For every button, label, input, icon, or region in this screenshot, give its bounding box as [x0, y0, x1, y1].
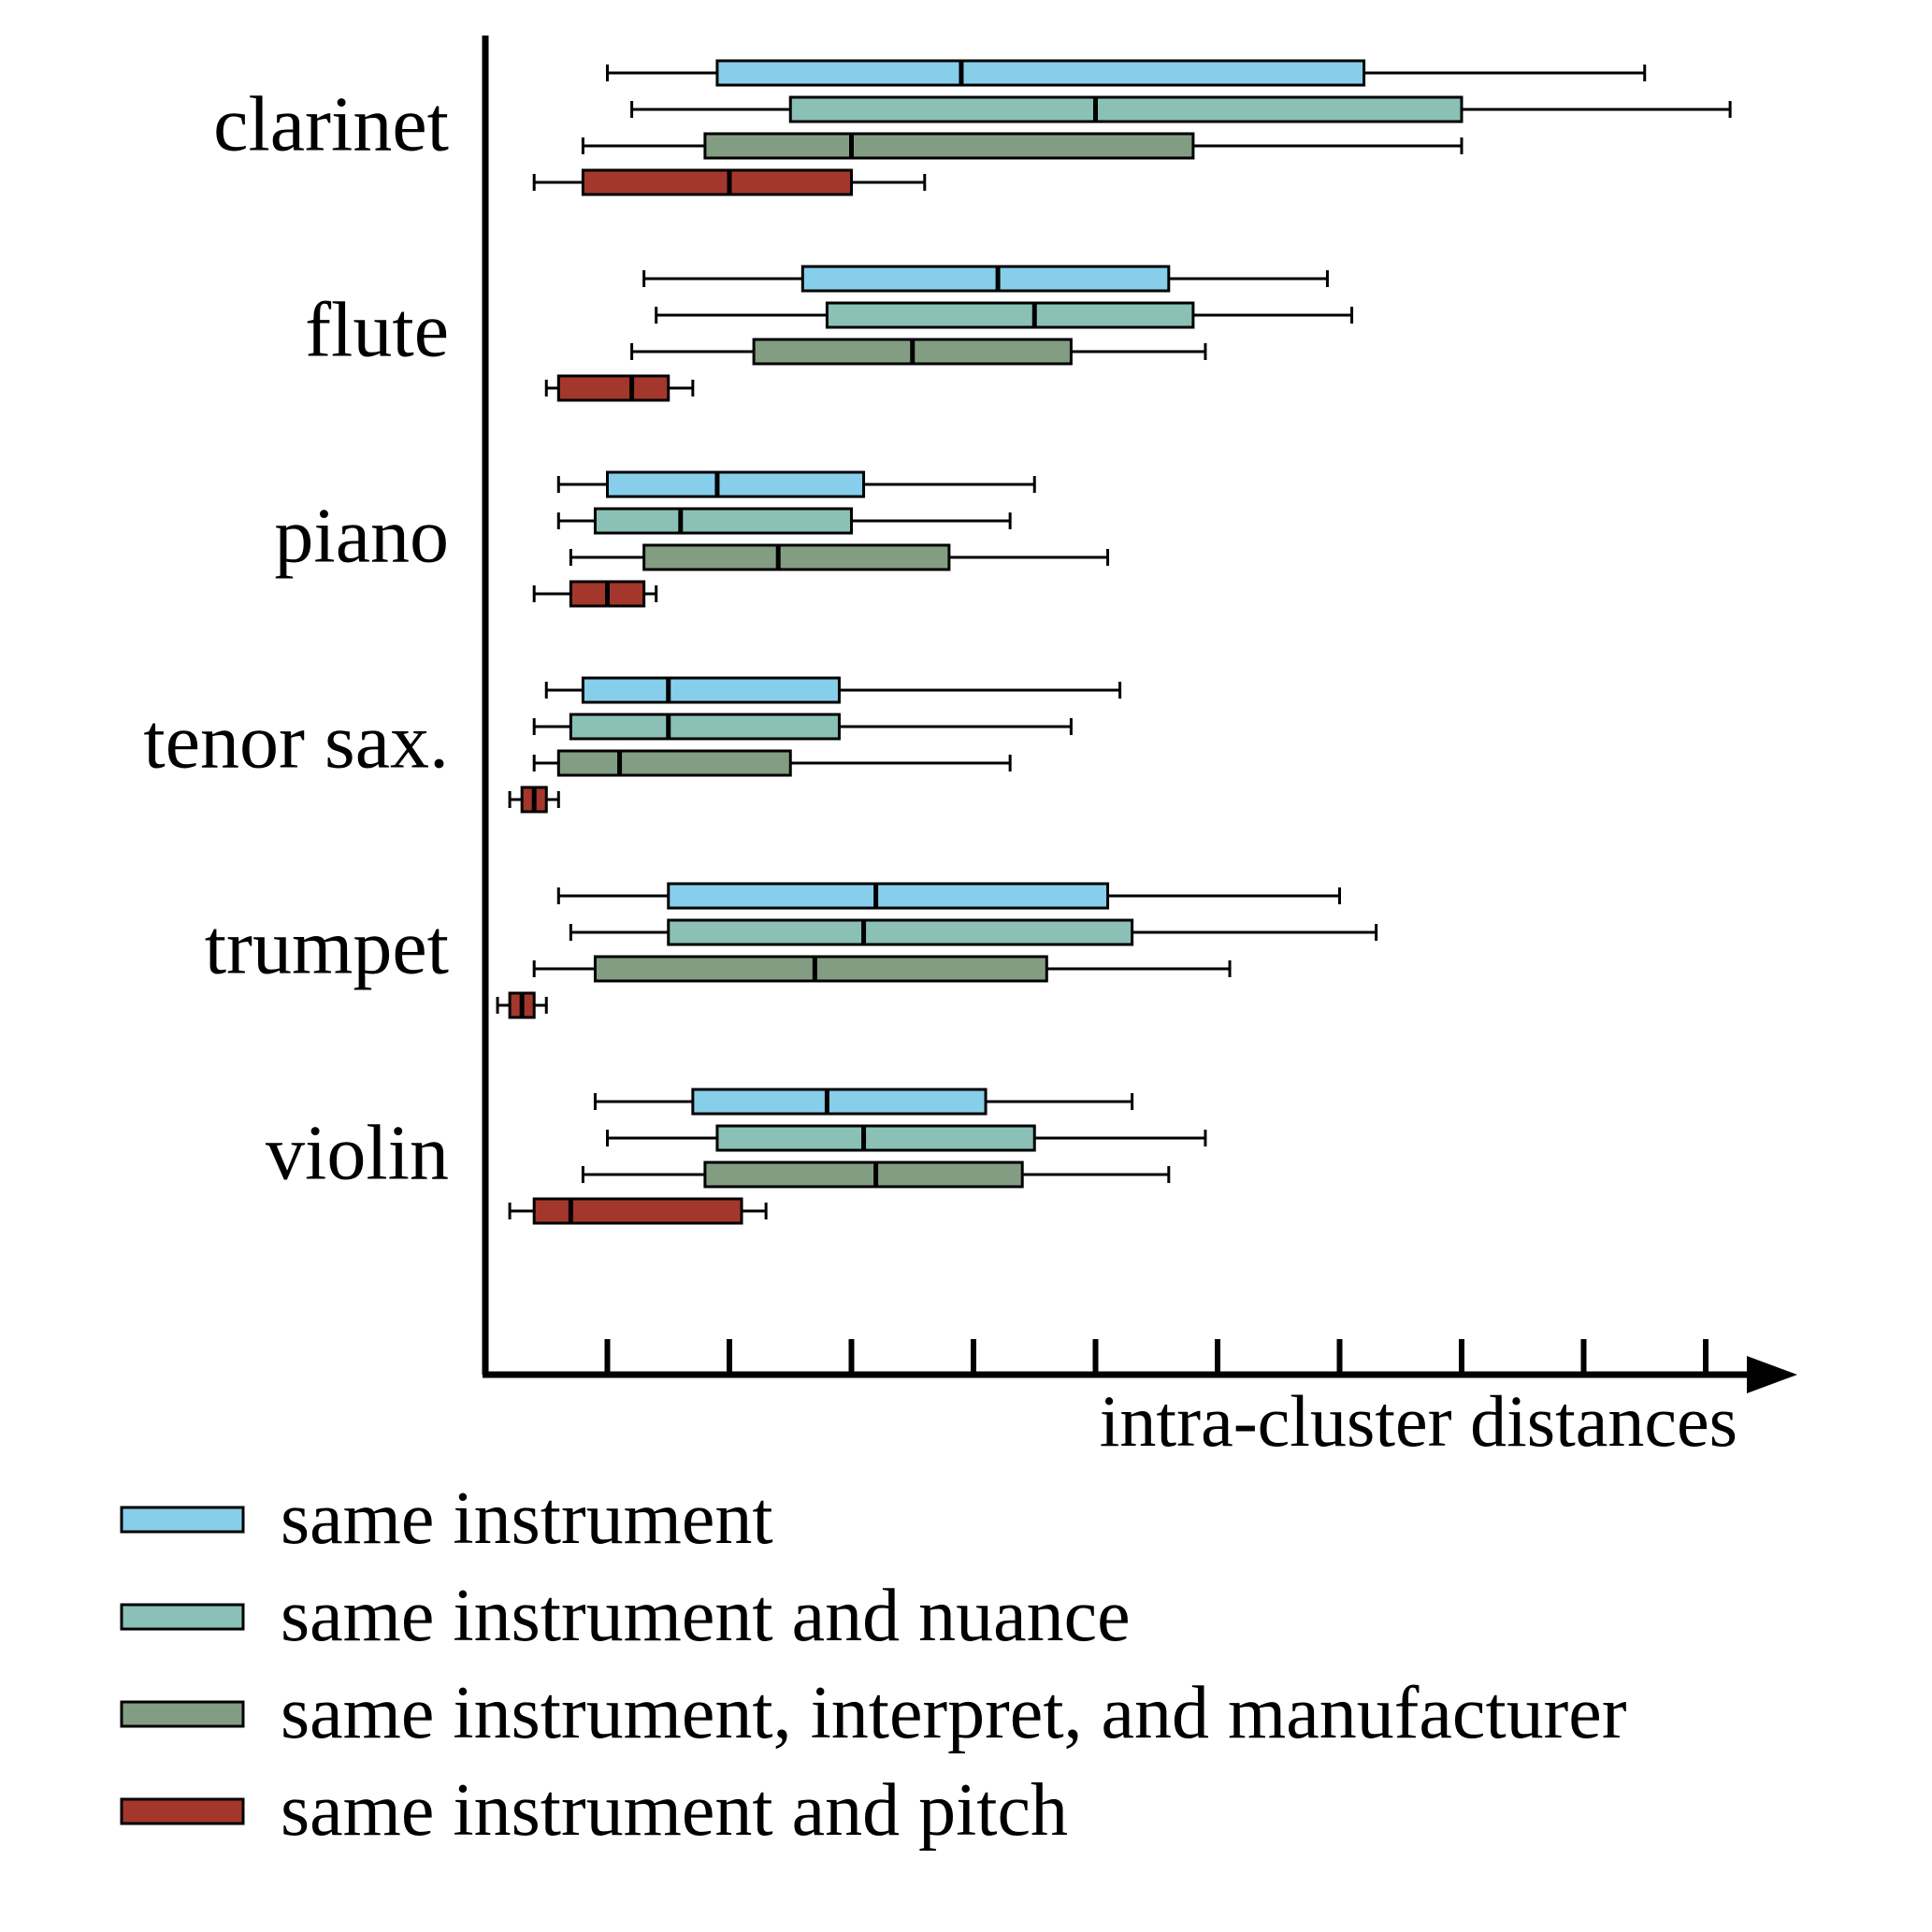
box-iqr	[606, 470, 866, 498]
box-iqr	[556, 374, 670, 402]
box-4-1	[569, 918, 1378, 946]
box-3-1	[532, 713, 1073, 741]
x-axis-arrowhead	[1747, 1356, 1797, 1393]
category-label: clarinet	[213, 81, 449, 168]
legend-swatch	[120, 1506, 245, 1534]
box-2-2	[569, 543, 1110, 571]
box-iqr	[593, 955, 1048, 983]
category-label: piano	[274, 493, 449, 580]
box-3-2	[532, 749, 1012, 777]
box-iqr	[593, 507, 853, 535]
box-2-0	[556, 470, 1036, 498]
legend-swatch	[120, 1700, 245, 1728]
box-iqr	[569, 713, 841, 741]
box-1-0	[642, 265, 1329, 293]
plot-area	[496, 59, 1732, 1225]
box-iqr	[581, 676, 841, 704]
box-3-3	[508, 786, 560, 814]
box-iqr	[703, 1161, 1024, 1189]
category-label: flute	[305, 287, 449, 374]
legend-label: same instrument and pitch	[281, 1769, 1068, 1852]
x-axis-label: intra-cluster distances	[1100, 1380, 1737, 1462]
x-axis-ticks	[604, 1339, 1709, 1375]
box-1-3	[544, 374, 695, 402]
box-4-3	[496, 991, 548, 1019]
legend-swatch	[120, 1797, 245, 1825]
box-1-1	[655, 301, 1354, 329]
category-label: tenor sax.	[143, 699, 449, 786]
legend-swatch	[120, 1603, 245, 1631]
legend-item: same instrument	[120, 1478, 773, 1560]
box-2-3	[532, 580, 658, 608]
box-iqr	[667, 882, 1110, 910]
box-0-0	[606, 59, 1647, 87]
box-5-1	[606, 1124, 1207, 1152]
box-iqr	[703, 132, 1195, 160]
box-0-3	[532, 168, 927, 196]
legend-item: same instrument and nuance	[120, 1575, 1131, 1657]
legend-label: same instrument and nuance	[281, 1575, 1131, 1657]
category-label: trumpet	[205, 904, 449, 991]
box-0-1	[630, 95, 1732, 123]
box-0-2	[581, 132, 1463, 160]
box-iqr	[715, 1124, 1036, 1152]
legend-label: same instrument	[281, 1478, 773, 1560]
box-iqr	[532, 1197, 743, 1225]
legend: same instrument same instrument and nuanc…	[120, 1478, 1626, 1852]
box-5-3	[508, 1197, 768, 1225]
box-1-2	[630, 338, 1207, 366]
box-iqr	[642, 543, 951, 571]
box-5-2	[581, 1161, 1171, 1189]
legend-item: same instrument, interpret, and manufact…	[120, 1672, 1626, 1754]
legend-label: same instrument, interpret, and manufact…	[281, 1672, 1626, 1754]
box-4-0	[556, 882, 1341, 910]
box-2-1	[556, 507, 1012, 535]
box-iqr	[667, 918, 1134, 946]
box-iqr	[715, 59, 1366, 87]
category-label: violin	[266, 1110, 449, 1197]
box-iqr	[691, 1088, 988, 1116]
box-4-2	[532, 955, 1232, 983]
box-iqr	[800, 265, 1171, 293]
box-iqr	[581, 168, 854, 196]
box-5-0	[593, 1088, 1134, 1116]
box-iqr	[788, 95, 1463, 123]
legend-item: same instrument and pitch	[120, 1769, 1068, 1852]
box-iqr	[825, 301, 1195, 329]
category-labels: clarinet flute piano tenor sax. trumpet violi…	[143, 81, 449, 1197]
box-3-0	[544, 676, 1122, 704]
axes	[482, 36, 1797, 1393]
box-iqr	[556, 749, 792, 777]
